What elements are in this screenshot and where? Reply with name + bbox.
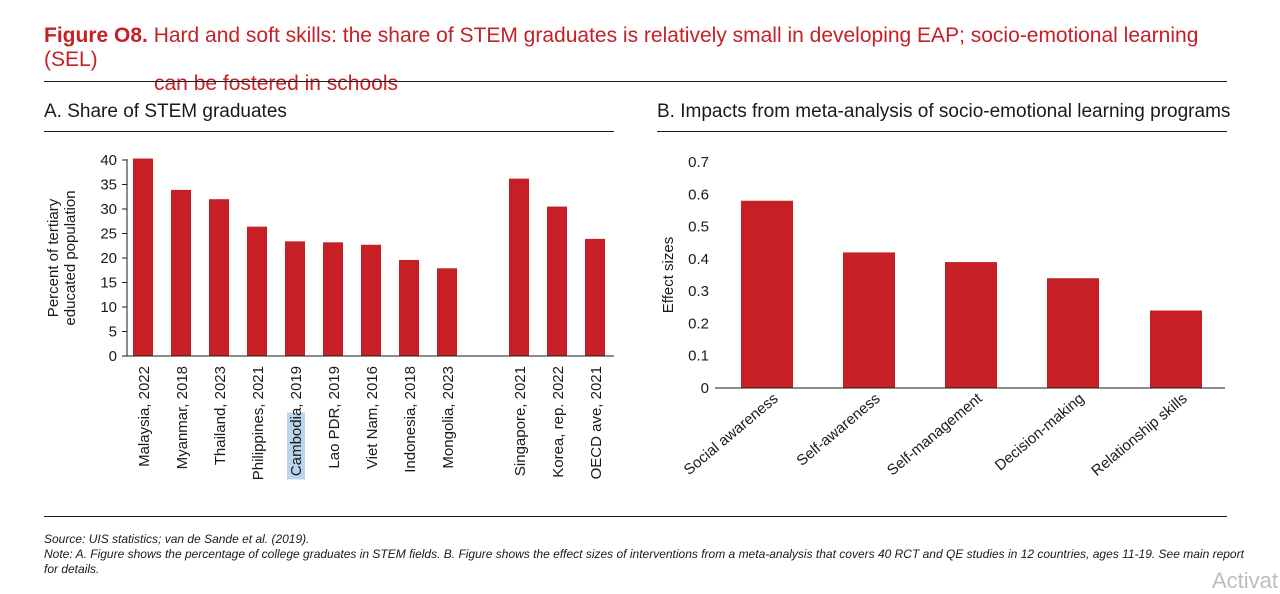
y-tick-label-a: 30 bbox=[100, 201, 117, 218]
bar-lao-pdr-2019 bbox=[323, 242, 343, 356]
footer-rule bbox=[44, 516, 1227, 517]
y-axis-title-b: Effect sizes bbox=[660, 237, 677, 313]
bar-viet-nam-2016 bbox=[361, 244, 381, 356]
stem-graduates-chart: 0 5 10 15 20 25 30 35 40 Malaysia, 2022 Myanmar, 2… bbox=[45, 152, 614, 480]
panel-a-rule bbox=[44, 131, 614, 132]
activation-watermark: Activat bbox=[1211, 568, 1278, 593]
bar-social-awareness bbox=[741, 200, 793, 388]
y-tick-label-a: 25 bbox=[100, 226, 117, 243]
explanatory-note: Note: A. Figure shows the percentage of … bbox=[44, 547, 1244, 576]
y-tick-label-b: 0.2 bbox=[688, 315, 709, 332]
bar-relationship-skills bbox=[1150, 310, 1202, 388]
y-axis-title-line1: Percent of tertiary bbox=[45, 198, 62, 317]
source-note: Source: UIS statistics; van de Sande et … bbox=[44, 532, 310, 546]
y-tick-label-b: 0.3 bbox=[688, 283, 709, 300]
x-tick-label-a: Cambodia, 2019 bbox=[288, 366, 305, 476]
category-label-mongolia-2023: Mongolia, 2023 bbox=[440, 366, 457, 469]
bar-korea-rep-2022 bbox=[547, 206, 567, 356]
y-tick-label-b: 0.4 bbox=[688, 251, 709, 268]
category-label-indonesia-2018: Indonesia, 2018 bbox=[402, 366, 419, 473]
panel-b-title: B. Impacts from meta-analysis of socio-e… bbox=[657, 101, 1231, 122]
category-label-myanmar-2018: Myanmar, 2018 bbox=[174, 366, 191, 469]
x-tick-label-a: Lao PDR, 2019 bbox=[326, 366, 343, 469]
x-tick-label-a: Thailand, 2023 bbox=[212, 366, 229, 465]
x-tick-label-relationship-skills: Relationship skills bbox=[1088, 390, 1190, 480]
y-tick-label-a: 20 bbox=[100, 250, 117, 267]
y-tick-label-a: 5 bbox=[109, 324, 117, 341]
category-label-oecd-ave-2021: OECD ave, 2021 bbox=[588, 366, 605, 479]
bar-self-awareness bbox=[843, 252, 895, 388]
y-axis-title-line2: educated population bbox=[62, 190, 79, 325]
y-tick-label-a: 35 bbox=[100, 177, 117, 194]
category-label-philippines-2021: Philippines, 2021 bbox=[250, 366, 267, 480]
y-axis-title-a: Percent of tertiary educated population bbox=[45, 190, 79, 325]
y-tick-label-b: 0 bbox=[701, 380, 709, 397]
bar-indonesia-2018 bbox=[399, 259, 419, 356]
bar-philippines-2021 bbox=[247, 226, 267, 356]
category-label-viet-nam-2016: Viet Nam, 2016 bbox=[364, 366, 381, 469]
x-tick-label-a: Malaysia, 2022 bbox=[136, 366, 153, 467]
bar-singapore-2021 bbox=[509, 178, 529, 356]
bar-mongolia-2023 bbox=[437, 268, 457, 356]
x-tick-label-social-awareness: Social awareness bbox=[681, 390, 782, 479]
x-tick-label-a: Philippines, 2021 bbox=[250, 366, 267, 480]
y-tick-label-b: 0.5 bbox=[688, 219, 709, 236]
x-tick-label-a: Viet Nam, 2016 bbox=[364, 366, 381, 469]
category-label-cambodia-2019: Cambodia, 2019 bbox=[287, 366, 305, 480]
y-tick-label-a: 15 bbox=[100, 275, 117, 292]
x-tick-label-decision-making: Decision-making bbox=[992, 390, 1088, 474]
bar-decision-making bbox=[1047, 278, 1099, 388]
x-tick-label-self-management: Self-management bbox=[884, 390, 986, 480]
bar-myanmar-2018 bbox=[171, 189, 191, 356]
category-label-thailand-2023: Thailand, 2023 bbox=[212, 366, 229, 465]
x-tick-label-a: Myanmar, 2018 bbox=[174, 366, 191, 469]
figure-title: Figure O8. Hard and soft skills: the sha… bbox=[44, 24, 1234, 96]
figure-title-line2: can be fostered in schools bbox=[154, 72, 398, 95]
x-tick-label-a: Singapore, 2021 bbox=[512, 366, 529, 476]
bar-oecd-ave-2021 bbox=[585, 238, 605, 356]
figure-title-line1: Hard and soft skills: the share of STEM … bbox=[44, 24, 1199, 71]
x-tick-label-a: Mongolia, 2023 bbox=[440, 366, 457, 469]
text-selection-highlight bbox=[287, 412, 305, 480]
category-label-korea-rep-2022: Korea, rep. 2022 bbox=[550, 366, 567, 478]
panel-b-rule bbox=[657, 131, 1227, 132]
y-tick-label-a: 10 bbox=[100, 299, 117, 316]
y-tick-label-b: 0.1 bbox=[688, 348, 709, 365]
footer: Source: UIS statistics; van de Sande et … bbox=[44, 532, 1244, 577]
x-tick-label-a: OECD ave, 2021 bbox=[588, 366, 605, 479]
x-tick-label-self-awareness: Self-awareness bbox=[793, 390, 883, 469]
bar-malaysia-2022 bbox=[133, 158, 153, 356]
y-tick-label-b: 0.7 bbox=[688, 154, 709, 171]
bar-self-management bbox=[945, 262, 997, 388]
category-label-singapore-2021: Singapore, 2021 bbox=[512, 366, 529, 476]
x-tick-label-a: Korea, rep. 2022 bbox=[550, 366, 567, 478]
figure-label: Figure O8. bbox=[44, 24, 148, 47]
bar-thailand-2023 bbox=[209, 199, 229, 356]
y-tick-label-a: 0 bbox=[109, 348, 117, 365]
bar-cambodia-2019 bbox=[285, 241, 305, 356]
y-tick-label-a: 40 bbox=[100, 152, 117, 169]
title-rule bbox=[44, 81, 1227, 82]
category-label-malaysia-2022: Malaysia, 2022 bbox=[136, 366, 153, 467]
x-tick-label-a: Indonesia, 2018 bbox=[402, 366, 419, 473]
y-tick-label-b: 0.6 bbox=[688, 186, 709, 203]
panel-a-title: A. Share of STEM graduates bbox=[44, 101, 287, 122]
category-label-lao-pdr-2019: Lao PDR, 2019 bbox=[326, 366, 343, 469]
